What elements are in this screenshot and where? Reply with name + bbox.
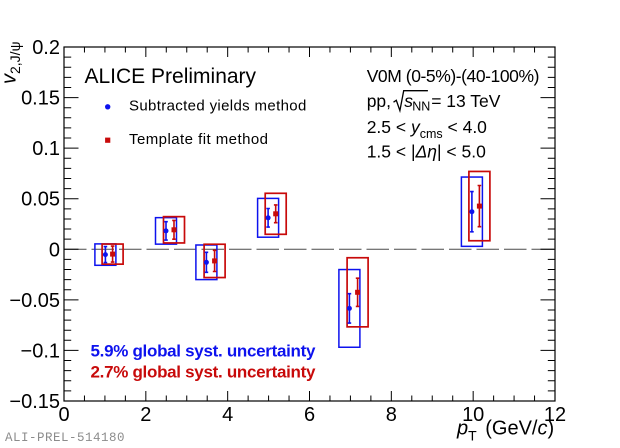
svg-text:4: 4 bbox=[222, 404, 233, 426]
svg-text:0: 0 bbox=[58, 404, 69, 426]
svg-text:ALI-PREL-514180: ALI-PREL-514180 bbox=[5, 431, 125, 445]
svg-text:−0.05: −0.05 bbox=[9, 290, 60, 312]
svg-text:12: 12 bbox=[544, 404, 566, 426]
svg-text:0: 0 bbox=[49, 239, 60, 261]
svg-text:pp,: pp, bbox=[367, 91, 391, 111]
svg-text:ALICE Preliminary: ALICE Preliminary bbox=[85, 65, 257, 88]
svg-text:v2,J/ψ: v2,J/ψ bbox=[0, 41, 23, 84]
svg-text:2: 2 bbox=[140, 404, 151, 426]
svg-text:1.5 < |Δη| < 5.0: 1.5 < |Δη| < 5.0 bbox=[367, 142, 486, 162]
svg-text:pT (GeV/c): pT (GeV/c) bbox=[456, 418, 554, 444]
svg-text:5.9% global syst. uncertainty: 5.9% global syst. uncertainty bbox=[91, 342, 316, 361]
svg-text:s: s bbox=[404, 91, 413, 111]
svg-text:0.1: 0.1 bbox=[32, 138, 60, 160]
svg-text:−0.15: −0.15 bbox=[9, 391, 60, 413]
svg-text:= 13 TeV: = 13 TeV bbox=[431, 91, 501, 111]
svg-text:6: 6 bbox=[304, 404, 315, 426]
svg-text:0.05: 0.05 bbox=[21, 189, 60, 211]
svg-text:2.7% global syst. uncertainty: 2.7% global syst. uncertainty bbox=[91, 363, 316, 382]
svg-text:Template fit method: Template fit method bbox=[129, 131, 268, 148]
svg-text:0.2: 0.2 bbox=[32, 37, 60, 59]
svg-text:NN: NN bbox=[412, 100, 430, 114]
svg-text:V0M (0-5%)-(40-100%): V0M (0-5%)-(40-100%) bbox=[367, 66, 539, 86]
svg-text:10: 10 bbox=[462, 404, 484, 426]
svg-text:Subtracted yields method: Subtracted yields method bbox=[129, 98, 307, 115]
svg-text:0.15: 0.15 bbox=[21, 88, 60, 110]
svg-text:−0.1: −0.1 bbox=[21, 340, 60, 362]
svg-text:8: 8 bbox=[386, 404, 397, 426]
